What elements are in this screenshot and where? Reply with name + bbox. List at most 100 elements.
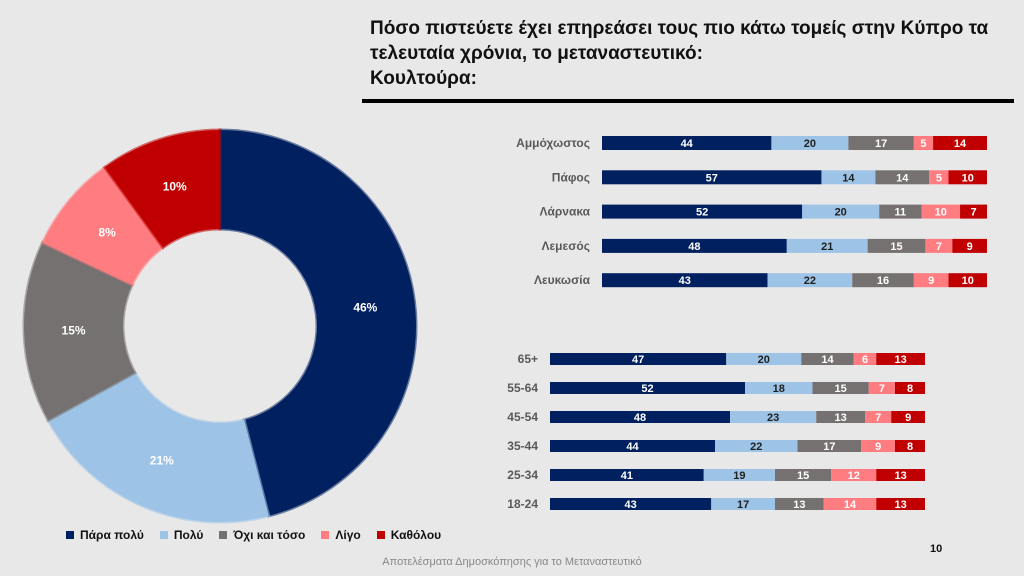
bar-value-label: 16: [877, 275, 889, 287]
bar-segment-πάρα-πολύ: [550, 498, 712, 510]
bar-value-label: 47: [632, 354, 644, 366]
bar-value-label: 21: [821, 241, 833, 253]
legend-swatch: [321, 531, 330, 539]
bar-value-label: 41: [621, 470, 633, 482]
bar-value-label: 7: [970, 207, 976, 219]
bar-segment-όχι-και-τόσο: [812, 382, 869, 394]
bar-value-label: 9: [928, 275, 934, 287]
bar-segment-λίγο: [853, 353, 877, 365]
bar-segment-καθόλου: [948, 273, 987, 288]
bar-segment-καθόλου: [876, 353, 925, 365]
bar-segment-όχι-και-τόσο: [867, 238, 926, 253]
bar-segment-λίγο: [831, 469, 877, 481]
bar-segment-λίγο: [925, 238, 953, 253]
bar-segment-πολύ: [821, 170, 876, 185]
bar-segment-πάρα-πολύ: [550, 411, 730, 423]
bar-segment-πάρα-πολύ: [602, 238, 787, 253]
bar-segment-πολύ: [715, 440, 798, 452]
category-label: Λάρνακα: [539, 205, 590, 219]
category-label: 25-34: [507, 468, 538, 482]
bar-value-label: 13: [793, 499, 805, 511]
title-underline: [362, 99, 1014, 103]
category-label: 35-44: [507, 439, 538, 453]
legend-label: Όχι και τόσο: [233, 528, 306, 542]
donut-label: 21%: [150, 453, 174, 467]
bar-value-label: 15: [835, 383, 847, 395]
bar-segment-λίγο: [823, 498, 877, 510]
bar-value-label: 9: [875, 441, 881, 453]
bar-segment-όχι-και-τόσο: [816, 411, 865, 423]
bar-value-label: 13: [895, 354, 907, 366]
bar-value-label: 9: [905, 412, 911, 424]
chart-title: Πόσο πιστεύετε έχει επηρεάσει τους πιο κ…: [370, 16, 1010, 91]
title-line-3: Κουλτούρα:: [370, 68, 477, 89]
bar-value-label: 20: [835, 207, 847, 219]
bar-segment-πολύ: [711, 498, 775, 510]
bar-segment-πάρα-πολύ: [602, 136, 772, 150]
bar-value-label: 5: [920, 138, 926, 150]
bar-chart-age-groups: 65+ 47 20 14 6 13 55-64 52 18 15 7 8 45-54 48 23 13 7 9 35…: [507, 352, 925, 511]
bar-segment-λίγο: [929, 170, 949, 185]
footer-text: Αποτελέσματα Δημοσκόπησης για το Μετανασ…: [382, 556, 642, 568]
bar-segment-πάρα-πολύ: [602, 204, 803, 219]
bar-value-label: 18: [773, 383, 785, 395]
category-label: Αμμόχωστος: [516, 136, 590, 150]
bar-segment-όχι-και-τόσο: [775, 469, 832, 481]
bar-segment-καθόλου: [891, 411, 925, 423]
bar-value-label: 22: [804, 275, 816, 287]
legend-label: Καθόλου: [390, 528, 442, 542]
bar-value-label: 52: [641, 383, 653, 395]
bar-value-label: 52: [696, 207, 708, 219]
bar-value-label: 15: [797, 470, 809, 482]
category-label: 65+: [518, 352, 538, 366]
legend-swatch: [66, 531, 74, 539]
donut-label: 10%: [163, 180, 187, 194]
bar-segment-όχι-και-τόσο: [848, 136, 914, 150]
bar-value-label: 17: [737, 499, 749, 511]
legend-swatch: [159, 531, 168, 539]
legend-label: Πολύ: [173, 528, 204, 542]
bar-value-label: 10: [962, 275, 974, 287]
category-label: Λευκωσία: [534, 273, 591, 287]
bar-segment-πολύ: [745, 382, 813, 394]
bar-segment-πολύ: [703, 469, 775, 481]
legend-swatch: [376, 531, 385, 539]
bar-segment-πολύ: [802, 204, 880, 219]
legend-label: Πάρα πολύ: [80, 528, 144, 542]
bar-segment-πολύ: [771, 136, 849, 150]
donut-slice-πολύ: [46, 370, 271, 524]
bar-value-label: 14: [844, 499, 857, 511]
bar-segment-όχι-και-τόσο: [852, 273, 914, 288]
bar-segment-καθόλου: [948, 170, 987, 185]
bar-segment-όχι-και-τόσο: [797, 440, 862, 452]
title-line-2: τελευταία χρόνια, το μεταναστευτικό:: [370, 43, 703, 64]
bar-value-label: 12: [848, 470, 860, 482]
bar-value-label: 20: [758, 354, 770, 366]
category-label: Λεμεσός: [541, 239, 590, 253]
bar-value-label: 14: [954, 138, 967, 150]
bar-value-label: 15: [890, 241, 902, 253]
bar-segment-καθόλου: [895, 382, 925, 394]
bar-value-label: 7: [879, 383, 885, 395]
bar-segment-πάρα-πολύ: [602, 170, 822, 185]
title-line-1: Πόσο πιστεύετε έχει επηρεάσει τους πιο κ…: [370, 18, 989, 39]
bar-value-label: 7: [936, 241, 942, 253]
bar-value-label: 14: [821, 354, 834, 366]
bar-value-label: 10: [962, 172, 974, 184]
bar-segment-πολύ: [767, 273, 853, 288]
legend-label: Λίγο: [335, 528, 361, 542]
bar-value-label: 48: [688, 241, 700, 253]
bar-segment-καθόλου: [895, 440, 925, 452]
bar-value-label: 48: [634, 412, 646, 424]
bar-segment-πολύ: [730, 411, 817, 423]
bar-value-label: 14: [842, 172, 855, 184]
bar-segment-πολύ: [786, 238, 868, 253]
bar-segment-καθόλου: [876, 469, 925, 481]
bar-segment-πολύ: [726, 353, 802, 365]
bar-segment-καθόλου: [952, 238, 987, 253]
legend-item-para-poly: Πάρα πολύ: [66, 528, 144, 542]
bar-value-label: 19: [733, 470, 745, 482]
donut-label: 15%: [62, 324, 86, 338]
bar-segment-πάρα-πολύ: [550, 469, 704, 481]
